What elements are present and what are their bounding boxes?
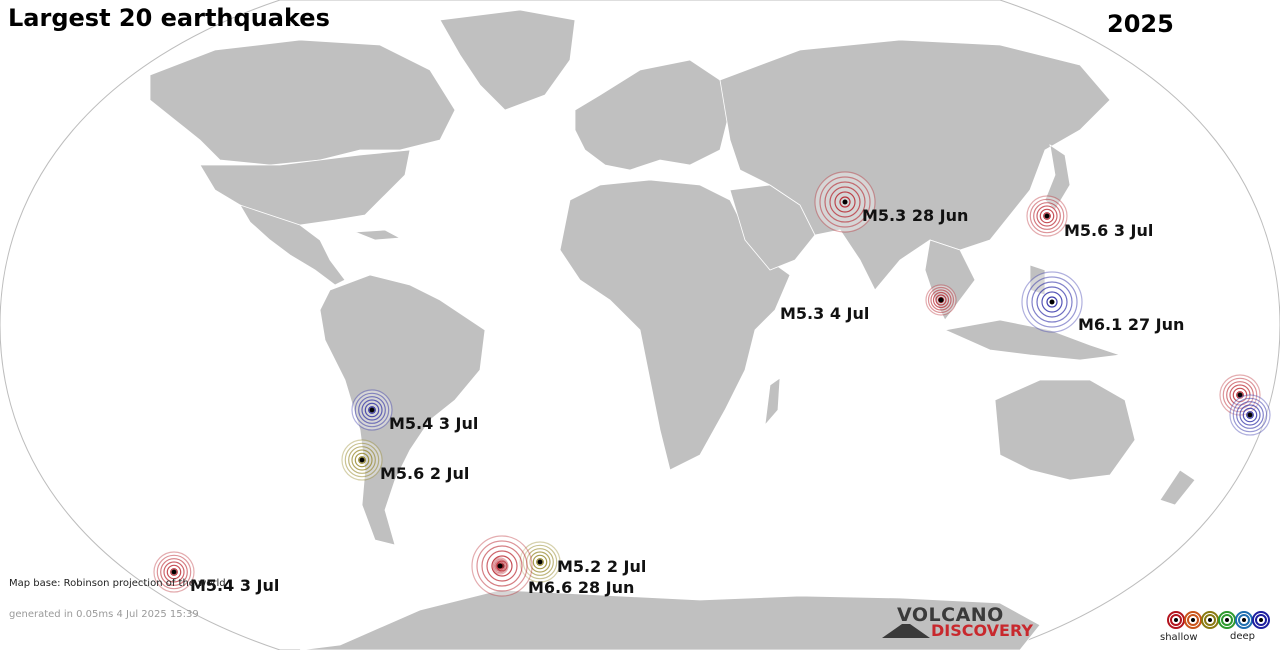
antarctica [299, 589, 1041, 650]
legend-dot [1174, 618, 1178, 622]
legend-ring [1252, 611, 1270, 629]
quake-label[interactable]: M5.6 2 Jul [380, 464, 470, 483]
legend-dot [1191, 618, 1195, 622]
quake-label[interactable]: M5.3 4 Jul [780, 304, 870, 323]
map-base-note: Map base: Robinson projection of the wor… [9, 578, 226, 589]
volcano-icon [882, 624, 930, 638]
australia [994, 379, 1136, 481]
earthquake-marker[interactable] [519, 541, 561, 583]
africa [559, 179, 791, 471]
depth-legend: shallow deep [1160, 608, 1270, 648]
legend-dot [1208, 618, 1212, 622]
north-america-north [149, 39, 456, 166]
earthquake-marker[interactable] [1229, 394, 1271, 436]
earthquake-marker[interactable] [491, 557, 509, 575]
earthquake-markers [153, 171, 1271, 597]
legend-ring [1221, 614, 1233, 626]
page-title: Largest 20 earthquakes [8, 4, 330, 32]
earthquake-marker[interactable] [351, 389, 393, 431]
logo-text-top: VOLCANO [897, 604, 1004, 626]
volcano-discovery-logo[interactable]: VOLCANO DISCOVERY [882, 604, 1042, 644]
legend-deep-label: deep [1230, 631, 1255, 642]
south-america [319, 274, 486, 546]
europe [574, 59, 731, 171]
generated-timestamp: generated in 0.05ms 4 Jul 2025 15:39 [9, 609, 199, 620]
earthquake-marker[interactable] [1021, 271, 1083, 333]
quake-label[interactable]: M6.6 28 Jun [528, 578, 635, 597]
quake-label[interactable]: M5.4 3 Jul [389, 414, 479, 433]
southeast-asia [924, 239, 976, 321]
earthquake-marker[interactable] [814, 171, 876, 233]
greenland [439, 9, 576, 111]
quake-label[interactable]: M5.4 3 Jul [190, 576, 280, 595]
quake-label[interactable]: M6.1 27 Jun [1078, 315, 1185, 334]
earthquake-marker[interactable] [341, 439, 383, 481]
caribbean [354, 229, 402, 241]
legend-dot [1259, 618, 1263, 622]
earthquake-marker[interactable] [153, 551, 195, 593]
new-zealand [1159, 469, 1196, 506]
quake-label[interactable]: M5.3 28 Jun [862, 206, 969, 225]
depth-legend-circles [1167, 611, 1270, 629]
logo-text-bottom: DISCOVERY [931, 621, 1034, 640]
legend-dot [1242, 618, 1246, 622]
earthquake-marker[interactable] [1026, 195, 1068, 237]
madagascar [764, 377, 781, 427]
mexico-central-america [239, 204, 346, 286]
legend-ring [1204, 614, 1216, 626]
legend-dot [1225, 618, 1229, 622]
quake-label[interactable]: M5.2 2 Jul [557, 557, 647, 576]
land-masses [149, 9, 1196, 650]
indonesia [943, 319, 1121, 361]
legend-ring [1255, 614, 1267, 626]
legend-ring [1187, 614, 1199, 626]
legend-ring [1170, 614, 1182, 626]
legend-ring [1238, 614, 1250, 626]
year-label: 2025 [1107, 10, 1174, 38]
quake-label[interactable]: M5.6 3 Jul [1064, 221, 1154, 240]
legend-shallow-label: shallow [1160, 632, 1198, 643]
earthquake-marker[interactable] [925, 284, 957, 316]
